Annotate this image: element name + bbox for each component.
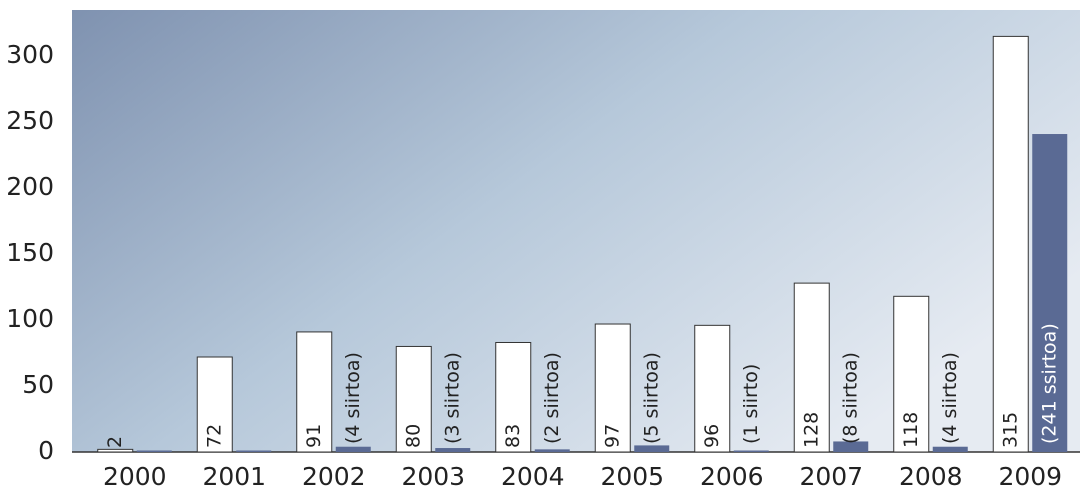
- value-label: (2 siirtoa): [541, 352, 563, 444]
- x-tick-label: 2006: [700, 462, 764, 491]
- value-label: 91: [303, 424, 325, 448]
- y-tick-label: 200: [6, 172, 54, 201]
- bar: [435, 448, 471, 452]
- value-label: 72: [203, 424, 225, 448]
- value-label: 96: [701, 424, 723, 448]
- x-tick-label: 2005: [600, 462, 664, 491]
- bar: [694, 324, 731, 453]
- value-label: (241 ssirtoa): [1038, 323, 1060, 444]
- bar: [296, 331, 333, 453]
- value-label: 2: [104, 436, 126, 448]
- bar: [1032, 134, 1068, 453]
- y-tick-label: 50: [22, 370, 54, 399]
- bar: [97, 448, 134, 453]
- value-label: 80: [402, 424, 424, 448]
- value-label: 118: [900, 412, 922, 448]
- bar: [196, 356, 233, 453]
- bar: [733, 450, 769, 452]
- y-tick-label: 100: [6, 304, 54, 333]
- bar: [634, 445, 670, 452]
- y-tick-label: 0: [38, 436, 54, 465]
- value-label: 97: [601, 424, 623, 448]
- bar: [395, 345, 432, 453]
- y-tick-label: 250: [6, 106, 54, 135]
- bar: [335, 446, 371, 452]
- bar: [833, 441, 869, 452]
- x-tick-label: 2003: [401, 462, 465, 491]
- x-tick-label: 2009: [998, 462, 1062, 491]
- x-tick-label: 2004: [501, 462, 565, 491]
- value-label: 83: [502, 424, 524, 448]
- bar: [495, 341, 532, 453]
- bar: [136, 450, 172, 452]
- x-tick-label: 2008: [899, 462, 963, 491]
- x-tick-label: 2002: [302, 462, 366, 491]
- value-label: (4 siirtoa): [939, 352, 961, 444]
- bar: [236, 450, 272, 452]
- value-label: (3 siirtoa): [441, 352, 463, 444]
- value-label: 315: [999, 412, 1021, 448]
- bar: [534, 449, 570, 452]
- y-tick-label: 300: [6, 40, 54, 69]
- y-tick-label: 150: [6, 238, 54, 267]
- value-label: (1 siirto): [740, 364, 762, 444]
- x-tick-label: 2000: [103, 462, 167, 491]
- value-label: (8 siirtoa): [839, 352, 861, 444]
- value-label: (4 siirtoa): [342, 352, 364, 444]
- bar: [893, 295, 930, 453]
- x-tick-label: 2001: [202, 462, 266, 491]
- x-tick-label: 2007: [799, 462, 863, 491]
- bar: [932, 446, 968, 452]
- bar: [992, 35, 1029, 453]
- bar: [594, 323, 631, 453]
- value-label: 128: [800, 412, 822, 448]
- value-label: (5 siirtoa): [640, 352, 662, 444]
- bar: [793, 282, 830, 453]
